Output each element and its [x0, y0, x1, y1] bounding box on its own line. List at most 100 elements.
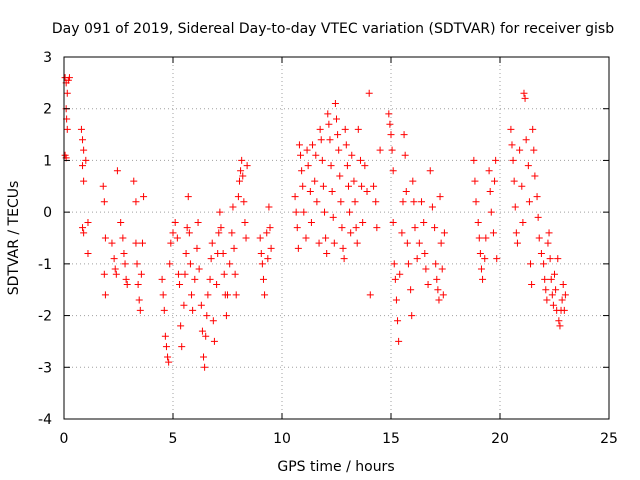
data-point	[351, 198, 359, 206]
data-point	[79, 136, 87, 144]
data-point	[202, 332, 210, 340]
data-point	[164, 353, 172, 361]
data-point	[516, 146, 524, 154]
data-point	[237, 167, 245, 175]
data-point	[210, 337, 218, 345]
data-point	[291, 193, 299, 201]
data-point	[436, 193, 444, 201]
y-tick-label: -1	[38, 257, 52, 273]
data-point	[166, 260, 174, 268]
data-point	[434, 286, 442, 294]
data-point	[242, 234, 250, 242]
data-point	[317, 136, 325, 144]
data-point	[209, 317, 217, 325]
data-point	[394, 317, 402, 325]
data-point	[319, 182, 327, 190]
data-point	[173, 234, 181, 242]
data-point	[165, 358, 173, 366]
data-point	[556, 322, 564, 330]
data-point	[161, 332, 169, 340]
data-point	[299, 182, 307, 190]
data-point	[137, 270, 145, 278]
data-point	[342, 141, 350, 149]
data-point	[235, 177, 243, 185]
data-point	[195, 265, 203, 273]
data-point	[162, 343, 170, 351]
data-point	[256, 234, 264, 242]
data-point	[171, 218, 179, 226]
data-point	[177, 322, 185, 330]
data-point	[388, 146, 396, 154]
y-tick-labels: -4 -3 -2 -1 0 1 2 3	[38, 50, 52, 428]
data-point	[169, 229, 177, 237]
y-tick-label: 3	[43, 50, 52, 66]
y-tick-label: -2	[38, 309, 52, 325]
axis-ticks	[63, 56, 610, 420]
data-point	[552, 286, 560, 294]
data-point	[178, 343, 186, 351]
data-point	[63, 89, 71, 97]
data-point	[229, 203, 237, 211]
data-point	[359, 218, 367, 226]
data-point	[204, 291, 212, 299]
data-point	[525, 198, 533, 206]
data-point	[522, 136, 530, 144]
data-point	[481, 255, 489, 263]
data-point	[322, 234, 330, 242]
data-point	[440, 229, 448, 237]
data-point	[424, 281, 432, 289]
data-point	[79, 162, 87, 170]
data-point	[191, 275, 199, 283]
x-tick-label: 25	[600, 431, 618, 447]
data-point	[433, 275, 441, 283]
data-point	[346, 208, 354, 216]
data-point	[474, 218, 482, 226]
data-point	[239, 172, 247, 180]
data-point	[475, 234, 483, 242]
data-point	[410, 198, 418, 206]
data-point	[226, 260, 234, 268]
data-point	[358, 182, 366, 190]
data-point	[530, 146, 538, 154]
data-point	[183, 224, 191, 232]
data-point	[333, 115, 340, 123]
data-point	[418, 198, 426, 206]
data-point	[535, 234, 543, 242]
y-tick-label: -4	[38, 412, 52, 428]
data-point	[82, 156, 90, 164]
data-point	[541, 275, 549, 283]
data-point	[259, 275, 267, 283]
data-point	[555, 317, 563, 325]
data-point	[217, 224, 225, 232]
data-point	[266, 224, 274, 232]
data-point	[549, 301, 557, 309]
data-point	[519, 218, 527, 226]
data-point	[228, 229, 236, 237]
data-point	[389, 167, 397, 175]
data-point	[527, 260, 535, 268]
data-point	[366, 291, 374, 299]
data-point	[302, 234, 310, 242]
data-point	[258, 260, 266, 268]
data-point	[315, 239, 323, 247]
data-point	[391, 275, 399, 283]
data-point	[330, 239, 338, 247]
data-point	[402, 187, 410, 195]
data-point	[340, 255, 348, 263]
data-point	[492, 156, 500, 164]
data-point	[534, 213, 542, 221]
data-point	[234, 193, 242, 201]
data-point	[311, 177, 319, 185]
data-point	[293, 224, 301, 232]
grid-lines	[64, 57, 609, 419]
data-point	[343, 162, 351, 170]
data-point	[431, 224, 439, 232]
data-point	[65, 74, 73, 82]
data-point	[140, 193, 148, 201]
data-point	[507, 125, 515, 133]
data-point	[138, 239, 146, 247]
data-point	[521, 94, 529, 102]
data-point	[336, 172, 344, 180]
data-point	[373, 224, 381, 232]
data-point	[528, 281, 536, 289]
